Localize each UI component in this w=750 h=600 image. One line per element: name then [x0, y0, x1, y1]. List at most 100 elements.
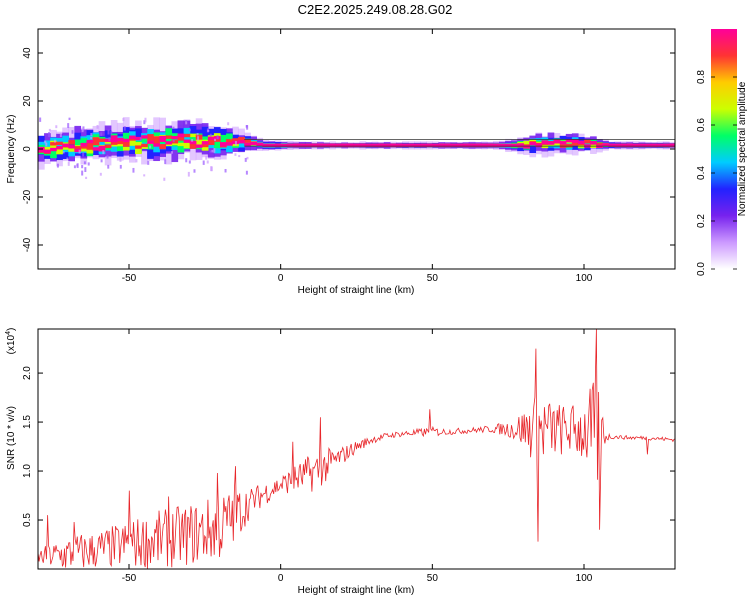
spectrogram-speckle [246, 156, 249, 160]
spectrogram-speckle [207, 129, 210, 132]
spectrogram-speckle [82, 152, 85, 157]
spectrogram-speckle [48, 128, 51, 132]
spectrogram-cell [468, 143, 476, 148]
spectrogram-cell [608, 143, 615, 147]
spectrogram-cell [183, 141, 191, 149]
spectrogram-speckle [68, 117, 71, 120]
spectrogram-cell [298, 143, 306, 148]
spectrogram-speckle [206, 160, 209, 164]
snr-multiplier-label: (x104) [5, 328, 17, 355]
y-tick-label: 40 [22, 47, 33, 59]
spectrogram-cell [220, 142, 227, 147]
spectrogram-speckle [202, 160, 205, 165]
spectrogram-speckle [119, 157, 122, 162]
spectrogram-cell [80, 145, 88, 149]
spectrogram-speckle [132, 167, 135, 173]
spectrogram-cell [165, 141, 173, 145]
spectrogram-cell [505, 143, 512, 148]
spectrogram-speckle [110, 130, 113, 135]
spectrogram-cell [171, 133, 179, 147]
spectrogram-cell [444, 143, 452, 148]
spectrogram-speckle [210, 166, 213, 172]
spectrogram-cell [68, 140, 75, 145]
spectrogram-cell [517, 143, 524, 147]
spectrogram-cell [262, 143, 270, 148]
spectrogram-speckle [48, 132, 51, 138]
spectrogram-speckle [209, 150, 212, 153]
spectrogram-cell [359, 143, 367, 148]
spectrogram-cell [116, 142, 124, 147]
spectrogram-speckle [66, 157, 69, 160]
spectrogram-speckle [171, 151, 174, 154]
spectrogram-cell [195, 144, 203, 148]
snr-y-ticks: 0.5 1.0 1.5 2.0 [22, 366, 675, 527]
spectrogram-speckle [234, 141, 237, 146]
spectrogram-cell [486, 143, 494, 148]
spectrogram-cell [632, 143, 640, 148]
spectrogram-cell [159, 144, 166, 150]
spectrogram-cell [110, 135, 118, 143]
spectrogram-cell [383, 143, 391, 148]
spectrogram-cell [571, 142, 579, 146]
spectrogram-cell [129, 137, 136, 141]
spectrogram-cell [201, 141, 209, 145]
spectrogram-cell [104, 144, 112, 149]
spectrogram-cell [183, 133, 191, 138]
spectrogram-cell [353, 143, 361, 148]
spectrogram-cell [614, 143, 621, 148]
spectrogram-speckle [209, 133, 212, 137]
spectrogram-cell [626, 143, 634, 148]
spectrogram-cell [638, 143, 646, 148]
spectrogram-speckle [96, 124, 99, 129]
spectrogram-panel: -50 0 50 100 -40 -20 0 20 40 Height of straight… [6, 28, 676, 296]
spectrogram-cell [116, 137, 124, 142]
y-tick-label: 1.5 [22, 415, 33, 429]
spectrogram-cell [141, 145, 148, 149]
spectrogram-cell [280, 143, 288, 148]
spectrogram-cell [147, 134, 154, 141]
spectrogram-cell [547, 141, 555, 145]
spectrogram-cell [535, 143, 543, 147]
spectrogram-cell [238, 140, 245, 148]
spectrogram-cell [44, 149, 51, 154]
y-tick-label: -40 [22, 237, 33, 252]
spectrogram-speckle [191, 138, 194, 142]
spectrogram-cell [268, 143, 276, 148]
spectrogram-speckle [107, 129, 110, 135]
spectrogram-speckle [102, 150, 105, 155]
spectrogram-cell [159, 135, 166, 142]
spectrogram-cell [86, 139, 94, 144]
spectrogram-cell [135, 145, 142, 149]
spectrogram-speckle [172, 139, 175, 143]
reference-lines [244, 138, 675, 147]
x-tick-label: 100 [576, 273, 593, 284]
spectrogram-speckle [213, 148, 216, 153]
spectrogram-cell [122, 141, 130, 147]
y-tick-label: 2.0 [22, 366, 33, 380]
spectrogram-speckle [83, 161, 86, 165]
spectrogram-speckle [185, 158, 188, 163]
spectrogram-y-ticks: -40 -20 0 20 40 [22, 47, 675, 252]
spectrogram-cell [511, 143, 518, 148]
spectrogram-cell [177, 142, 185, 147]
spectrogram-x-ticks: -50 0 50 100 [122, 29, 593, 284]
spectrogram-cell [329, 143, 336, 148]
spectrogram-cell [335, 143, 342, 148]
spectrogram-cell [377, 143, 385, 148]
spectrogram-cell [323, 143, 330, 148]
colorbar-tick-label: 0.6 [696, 118, 707, 132]
spectrogram-cell [141, 136, 148, 143]
colorbar-tick-label: 0.8 [696, 70, 707, 84]
spectrogram-speckle [81, 165, 84, 169]
spectrogram-cell [292, 143, 300, 148]
spectrogram-speckle [73, 165, 76, 169]
spectrogram-speckle [62, 151, 65, 154]
spectrogram-cell [389, 143, 397, 148]
spectrogram-cell [474, 143, 482, 148]
spectrogram-cell [68, 145, 75, 149]
spectrogram-cell [238, 137, 245, 142]
snr-x-label: Height of straight line (km) [298, 585, 415, 596]
spectrogram-cell [226, 142, 233, 146]
spectrogram-x-label: Height of straight line (km) [298, 285, 415, 296]
spectrogram-cell [656, 143, 664, 148]
